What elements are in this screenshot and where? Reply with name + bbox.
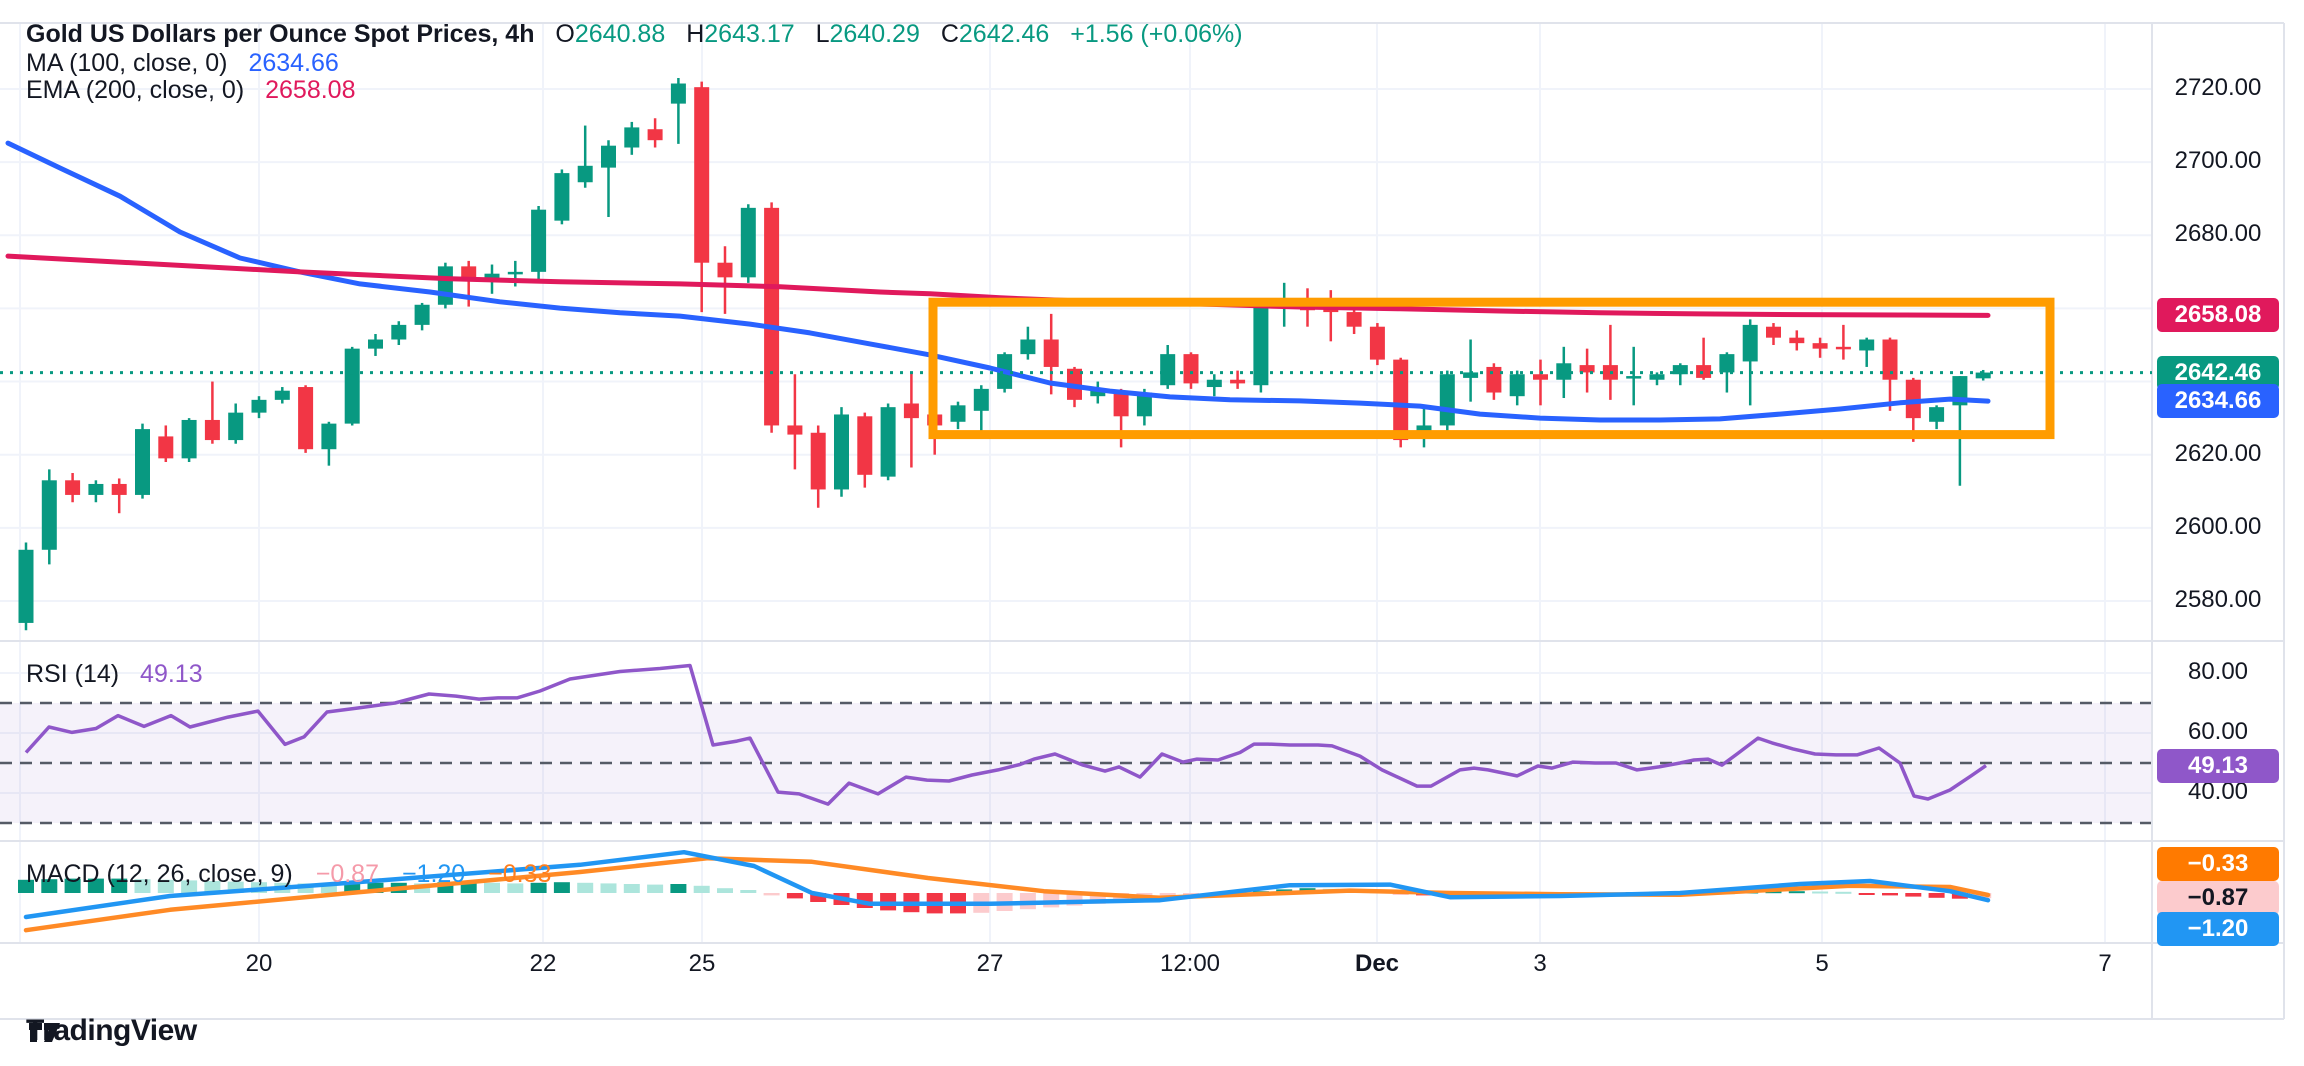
rsi-label: RSI (14) — [26, 660, 120, 688]
macd-signal-value: −0.33 — [488, 860, 552, 888]
symbol-title[interactable]: Gold US Dollars per Ounce Spot Prices, 4… — [26, 20, 535, 48]
macd-macd-label: −1.20 — [2157, 912, 2279, 947]
time-axis-label-5[interactable]: 5 — [1815, 950, 1829, 977]
drawing-rectangle[interactable] — [928, 297, 2055, 440]
ma100-line — [5, 140, 1991, 423]
price-axis-label[interactable]: 2720.00 — [2174, 74, 2262, 101]
price-axis-label[interactable]: 2580.00 — [2174, 585, 2262, 613]
symbol-legend[interactable]: Gold US Dollars per Ounce Spot Prices, 4… — [26, 20, 1243, 49]
open-label: O — [555, 20, 575, 48]
price-axis-label[interactable]: 2620.00 — [2174, 439, 2262, 467]
time-axis-label-20[interactable]: 20 — [245, 950, 273, 977]
high-label: H — [686, 20, 705, 48]
rsi-value: 49.13 — [140, 660, 203, 688]
ema-label: EMA (200, close, 0) — [26, 76, 245, 104]
time-axis-label-22[interactable]: 22 — [529, 950, 557, 977]
price-axis-label[interactable]: 2680.00 — [2174, 220, 2262, 248]
ma-value: 2634.66 — [248, 49, 339, 77]
ma-price-label: 2634.66 — [2157, 384, 2279, 419]
time-axis-label-7[interactable]: 7 — [2098, 950, 2112, 977]
ema-price-label: 2658.08 — [2157, 298, 2279, 333]
ema-legend[interactable]: EMA (200, close, 0) 2658.08 — [26, 76, 355, 105]
pane-borders — [0, 22, 2285, 1020]
open-value: 2640.88 — [574, 20, 666, 48]
ma-legend[interactable]: MA (100, close, 0) 2634.66 — [26, 49, 339, 78]
change-value: +1.56 (+0.06%) — [1070, 20, 1243, 48]
low-value: 2640.29 — [829, 20, 920, 48]
macd-hist-value: −0.87 — [315, 860, 379, 888]
rsi-line — [24, 663, 1987, 806]
tradingview-logo[interactable]: TradingView — [26, 1014, 197, 1048]
macd-hist-label: −0.87 — [2157, 881, 2279, 916]
macd-legend[interactable]: MACD (12, 26, close, 9) −0.87 −1.20 −0.3… — [26, 860, 551, 889]
candles-layer — [18, 78, 1991, 631]
macd-label: MACD (12, 26, close, 9) — [26, 860, 293, 888]
rsi-value-label: 49.13 — [2157, 748, 2279, 783]
close-value: 2642.46 — [958, 20, 1050, 48]
price-axis-label[interactable]: 2700.00 — [2174, 147, 2262, 175]
time-axis-label-Dec[interactable]: Dec — [1354, 950, 1400, 977]
time-axis-label-12:00[interactable]: 12:00 — [1159, 950, 1221, 977]
time-axis-label-3[interactable]: 3 — [1533, 950, 1547, 977]
close-label: C — [940, 20, 959, 48]
rsi-axis-label[interactable]: 60.00 — [2187, 718, 2249, 745]
macd-lines — [23, 849, 1991, 933]
high-value: 2643.17 — [704, 20, 795, 48]
time-axis-label-27[interactable]: 27 — [976, 950, 1004, 977]
ema-value: 2658.08 — [265, 76, 356, 104]
low-label: L — [815, 20, 830, 48]
tradingview-logo-icon — [29, 1023, 60, 1042]
ma-label: MA (100, close, 0) — [26, 49, 228, 77]
time-axis-label-25[interactable]: 25 — [688, 950, 716, 977]
macd-line-value: −1.20 — [401, 860, 466, 888]
last-price-label: 2642.46 — [2157, 355, 2279, 390]
rsi-axis-label[interactable]: 80.00 — [2187, 658, 2249, 685]
macd-signal-label: −0.33 — [2157, 847, 2279, 882]
rsi-legend[interactable]: RSI (14) 49.13 — [26, 660, 203, 689]
price-axis-label[interactable]: 2600.00 — [2174, 512, 2262, 540]
